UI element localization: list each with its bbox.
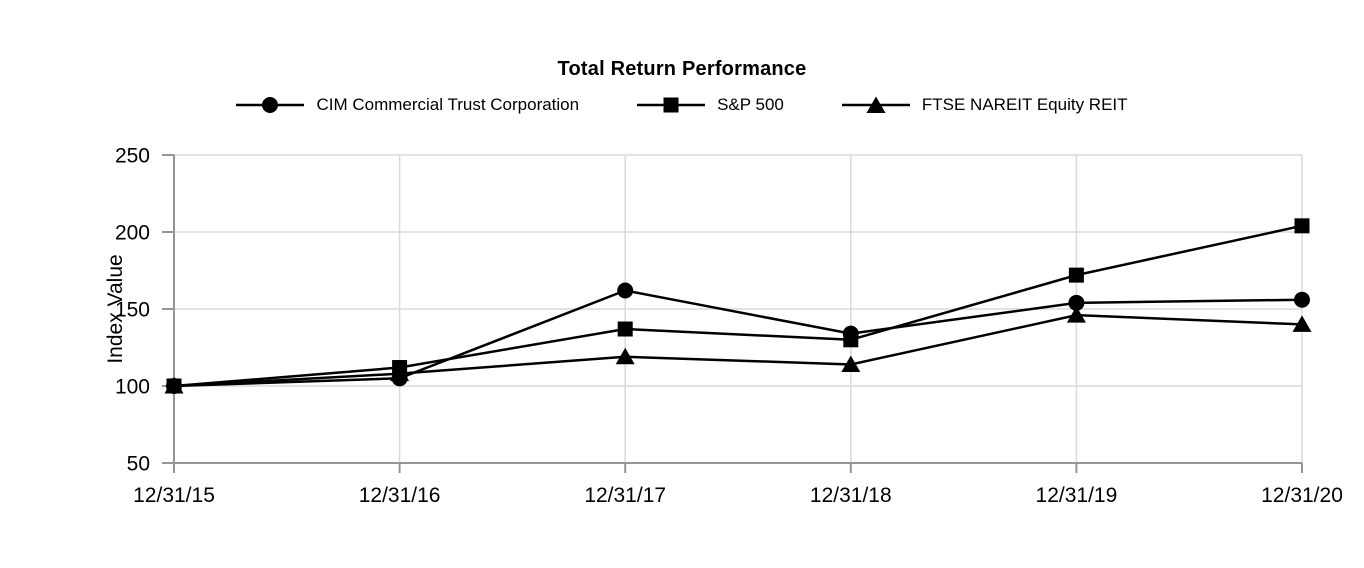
legend: CIM Commercial Trust Corporation S&P 500…	[0, 94, 1364, 116]
y-tick-label: 250	[115, 145, 150, 168]
x-tick-label: 12/31/19	[1036, 484, 1118, 507]
square-marker-icon	[637, 97, 706, 113]
square-data-marker	[843, 332, 859, 348]
triangle-data-marker	[164, 377, 184, 394]
triangle-data-marker	[1066, 306, 1086, 323]
series-line-cim-commercial-trust-corporation	[173, 289, 1303, 388]
x-tick-label: 12/31/17	[584, 484, 666, 507]
legend-item-sp500: S&P 500	[637, 94, 784, 116]
x-tick-label: 12/31/15	[133, 484, 215, 507]
square-data-marker	[617, 321, 633, 337]
y-tick-label: 50	[127, 453, 150, 476]
square-data-marker	[1294, 218, 1310, 234]
series-line-s-p-500	[173, 224, 1303, 388]
triangle-data-marker	[1292, 315, 1312, 332]
tick-labels: 50 100 150 200 250 12/31/15 12/31/16 12/31/17 12…	[115, 145, 1343, 508]
x-tick-label: 12/31/16	[359, 484, 441, 507]
triangle-data-marker	[390, 364, 410, 382]
triangle-data-marker	[615, 347, 635, 365]
square-data-marker	[1068, 267, 1084, 283]
triangle-data-marker	[841, 355, 861, 372]
series-ftse-nareit-equity-reit	[164, 306, 1312, 394]
circle-data-marker	[1294, 291, 1310, 308]
legend-item-cim: CIM Commercial Trust Corporation	[236, 94, 579, 116]
chart-title: Total Return Performance	[557, 58, 807, 80]
x-tick-label: 12/31/20	[1261, 484, 1343, 507]
legend-label-nareit: FTSE NAREIT Equity REIT	[921, 95, 1128, 114]
triangle-marker-icon	[841, 96, 910, 113]
y-tick-label: 200	[115, 222, 150, 245]
series-line-ftse-nareit-equity-reit	[173, 313, 1303, 388]
gridlines	[174, 154, 1303, 463]
circle-data-marker	[617, 282, 634, 299]
axes	[162, 154, 1303, 473]
y-tick-label: 100	[115, 376, 150, 399]
y-tick-label: 150	[115, 299, 150, 322]
series-s-p-500	[166, 218, 1310, 394]
legend-label-cim: CIM Commercial Trust Corporation	[316, 95, 580, 114]
circle-marker-icon	[236, 97, 305, 113]
legend-label-sp500: S&P 500	[717, 95, 784, 114]
x-tick-label: 12/31/18	[810, 484, 892, 507]
legend-item-nareit: FTSE NAREIT Equity REIT	[841, 94, 1128, 116]
circle-data-marker	[1068, 294, 1085, 311]
